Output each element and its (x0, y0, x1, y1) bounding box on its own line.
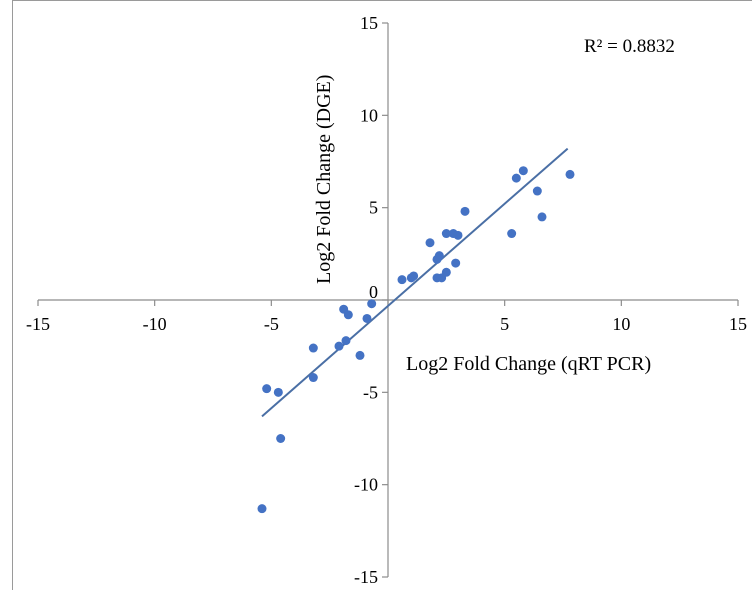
data-point (565, 169, 575, 179)
data-point (511, 173, 521, 183)
data-point (532, 186, 542, 196)
data-point (441, 229, 451, 239)
data-points (257, 166, 575, 514)
data-point (262, 384, 272, 394)
x-ticks: -15 -10 -5 5 10 15 (26, 300, 747, 334)
x-tick-label: -10 (143, 314, 167, 334)
y-tick-label: 10 (360, 105, 378, 125)
x-tick-label: 15 (729, 314, 747, 334)
data-point (397, 275, 407, 285)
x-tick-label: -5 (264, 314, 279, 334)
data-point (434, 251, 444, 261)
data-point (343, 310, 353, 320)
data-point (518, 166, 528, 176)
data-point (355, 350, 365, 360)
trendline (261, 147, 569, 418)
x-tick-label: 5 (500, 314, 509, 334)
data-point (451, 258, 461, 268)
data-point (367, 299, 377, 309)
y-tick-label: 0 (369, 282, 378, 302)
data-point (441, 267, 451, 277)
chart-frame (12, 0, 752, 590)
data-point (537, 212, 547, 222)
data-point (341, 336, 351, 346)
data-point (425, 238, 435, 248)
data-point (334, 341, 344, 351)
data-point (507, 229, 517, 239)
data-point (257, 504, 267, 514)
x-tick-label: -15 (26, 314, 50, 334)
x-axis-title: Log2 Fold Change (qRT PCR) (406, 353, 651, 375)
data-point (460, 206, 470, 216)
data-point (308, 373, 318, 383)
data-point (362, 313, 372, 323)
data-point (276, 434, 286, 443)
x-tick-label: 10 (612, 314, 630, 334)
y-tick-label: -5 (363, 382, 378, 402)
y-tick-label: 15 (360, 13, 378, 33)
y-tick-label: -10 (354, 475, 378, 495)
y-tick-label: -15 (354, 567, 378, 587)
y-ticks: -15 -10 -5 0 5 10 15 (354, 13, 388, 587)
r-squared-annotation: R² = 0.8832 (584, 36, 675, 57)
data-point (273, 387, 283, 397)
data-point (308, 343, 318, 353)
y-axis-title: Log2 Fold Change (DGE) (313, 75, 335, 284)
data-point (453, 230, 463, 240)
data-point (409, 271, 419, 281)
y-tick-label: 5 (369, 198, 378, 218)
